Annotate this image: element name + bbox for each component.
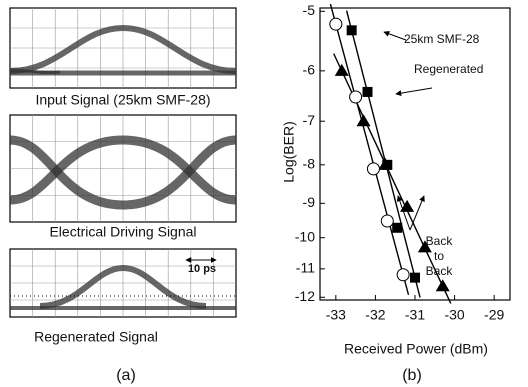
annotation-arrow (396, 88, 432, 94)
y-tick-label: -11 (296, 260, 315, 276)
square-marker (410, 273, 420, 283)
figure-canvas: Input Signal (25km SMF-28) Electrical Dr… (0, 0, 528, 387)
circle-marker (330, 18, 342, 30)
y-tick-label: -7 (303, 112, 316, 128)
annotation: Back to Back (422, 234, 456, 279)
y-tick-label: -9 (303, 194, 316, 210)
caption: Input Signal (25km SMF-28) (35, 92, 210, 108)
triangle-marker (357, 114, 371, 126)
fit-line (347, 11, 420, 298)
y-tick-label: -10 (295, 228, 315, 244)
annotation-arrow (410, 196, 424, 230)
plot-frame (320, 8, 510, 300)
square-marker (392, 223, 402, 233)
fit-line (330, 4, 408, 295)
y-tick-label: -8 (303, 156, 316, 172)
circle-marker (381, 215, 393, 227)
y-tick-label: -12 (295, 288, 315, 304)
panel-label: (a) (116, 367, 136, 384)
panel-label: (b) (402, 367, 422, 384)
x-tick-label: -32 (365, 307, 385, 323)
x-tick-label: -30 (444, 307, 464, 323)
square-marker (363, 87, 373, 97)
y-tick-label: -6 (303, 62, 316, 78)
x-axis-label: Received Power (dBm) (344, 341, 488, 357)
square-marker (347, 25, 357, 35)
annotation-arrow (384, 32, 406, 40)
triangle-marker (400, 200, 414, 212)
y-tick-label: -5 (303, 2, 316, 18)
x-tick-label: -31 (405, 307, 425, 323)
circle-marker (367, 163, 379, 175)
caption: Regenerated Signal (34, 329, 158, 345)
triangle-marker (436, 279, 450, 291)
y-axis-label: Log(BER) (281, 121, 297, 182)
x-tick-label: -29 (484, 307, 504, 323)
x-tick-label: -33 (326, 307, 346, 323)
annotation: 25km SMF-28 (404, 32, 479, 47)
circle-marker (350, 91, 362, 103)
annotation: Regenerated (414, 62, 483, 77)
caption: Electrical Driving Signal (49, 224, 196, 240)
scale-label: 10 ps (188, 263, 216, 275)
figure: Input Signal (25km SMF-28) Electrical Dr… (0, 0, 528, 387)
circle-marker (397, 269, 409, 281)
